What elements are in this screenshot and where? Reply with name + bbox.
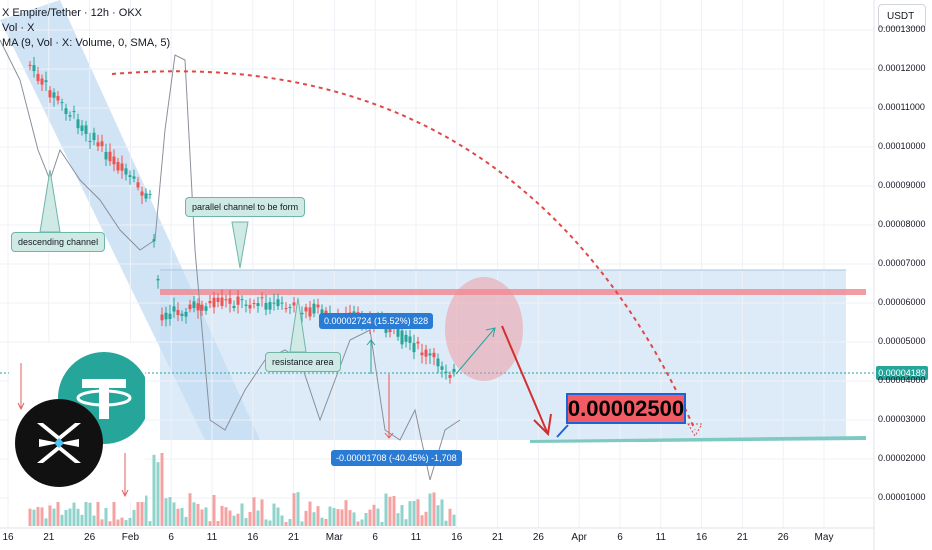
- time-axis-label: 16: [2, 532, 14, 543]
- forecast-arc-head: [687, 423, 703, 437]
- time-axis-label: 11: [410, 532, 422, 543]
- price-axis-label: 0.00006000: [878, 297, 926, 307]
- time-axis-label: Feb: [121, 532, 140, 543]
- measure-up-head: [366, 339, 376, 346]
- resistance-circle: [445, 277, 523, 381]
- time-axis-label: 21: [736, 532, 748, 543]
- price-axis-label: 0.00011000: [878, 102, 925, 112]
- price-axis-label: 0.00003000: [878, 414, 926, 424]
- time-axis-label: 6: [617, 532, 623, 543]
- price-axis-label: 0.00008000: [878, 219, 926, 229]
- price-axis-label: 0.00010000: [878, 141, 926, 151]
- price-axis-label: 0.00013000: [878, 24, 926, 34]
- price-axis-label: 0.00012000: [878, 63, 926, 73]
- projection-up-line: [455, 327, 496, 375]
- parallel-callout-tail: [231, 221, 249, 269]
- price-axis-label: 0.00004000: [878, 375, 926, 385]
- measure-down-head: [384, 432, 394, 439]
- volume-legend[interactable]: Vol · X: [2, 22, 35, 34]
- quote-currency-button[interactable]: USDT: [878, 4, 926, 28]
- price-axis-label: 0.00009000: [878, 180, 926, 190]
- ma-legend[interactable]: MA (9, Vol · X: Volume, 0, SMA, 5): [2, 37, 171, 49]
- current-price-tag: 0.00004189: [876, 366, 928, 380]
- volume-series: [28, 452, 456, 526]
- chart-legend: X Empire/Tether · 12h · OKX Vol · X MA (…: [2, 6, 170, 51]
- time-axis-label: Apr: [571, 532, 587, 543]
- tether-x-logo: [15, 352, 150, 498]
- time-axis-label: 11: [206, 532, 218, 543]
- time-axis-label: 26: [777, 532, 789, 543]
- time-axis-label: 6: [168, 532, 174, 543]
- time-axis-label: 16: [247, 532, 259, 543]
- target-arrow-line: [501, 325, 548, 433]
- time-axis-label: 26: [532, 532, 544, 543]
- price-axis-label: 0.00001000: [878, 492, 926, 502]
- time-axis-label: 21: [43, 532, 55, 543]
- projection-up-head: [485, 327, 496, 338]
- time-axis-label: 6: [372, 532, 378, 543]
- time-axis-label: Mar: [325, 532, 344, 543]
- resistance-band: [160, 289, 866, 295]
- price-axis-label: 0.00002000: [878, 453, 926, 463]
- time-axis-label: May: [814, 532, 834, 543]
- target-support-band: [530, 436, 866, 443]
- resistance-area-label[interactable]: resistance area: [265, 352, 341, 372]
- time-axis-label: 16: [696, 532, 708, 543]
- symbol-title[interactable]: X Empire/Tether · 12h · OKX: [2, 7, 142, 19]
- time-axis-label: 21: [288, 532, 300, 543]
- price-axis-label: 0.00005000: [878, 336, 926, 346]
- time-axis-label: 21: [492, 532, 504, 543]
- time-axis-label: 16: [451, 532, 463, 543]
- logo-overlay: [9, 343, 150, 502]
- measure-down-label[interactable]: -0.00001708 (-40.45%) -1,708: [331, 450, 462, 466]
- measure-up-label[interactable]: 0.00002724 (15.52%) 828: [319, 313, 434, 329]
- time-axis-label: 11: [655, 532, 666, 543]
- target-price-label[interactable]: 0.00002500: [566, 393, 686, 424]
- descending-channel-label[interactable]: descending channel: [11, 232, 106, 252]
- parallel-channel-label[interactable]: parallel channel to be form: [185, 197, 306, 217]
- forecast-arc: [111, 70, 696, 431]
- time-axis-label: 26: [84, 532, 96, 543]
- price-axis-label: 0.00007000: [878, 258, 926, 268]
- target-pointer: [556, 424, 569, 438]
- target-arrow-head: [533, 413, 552, 437]
- volume-ma-line: [0, 39, 461, 481]
